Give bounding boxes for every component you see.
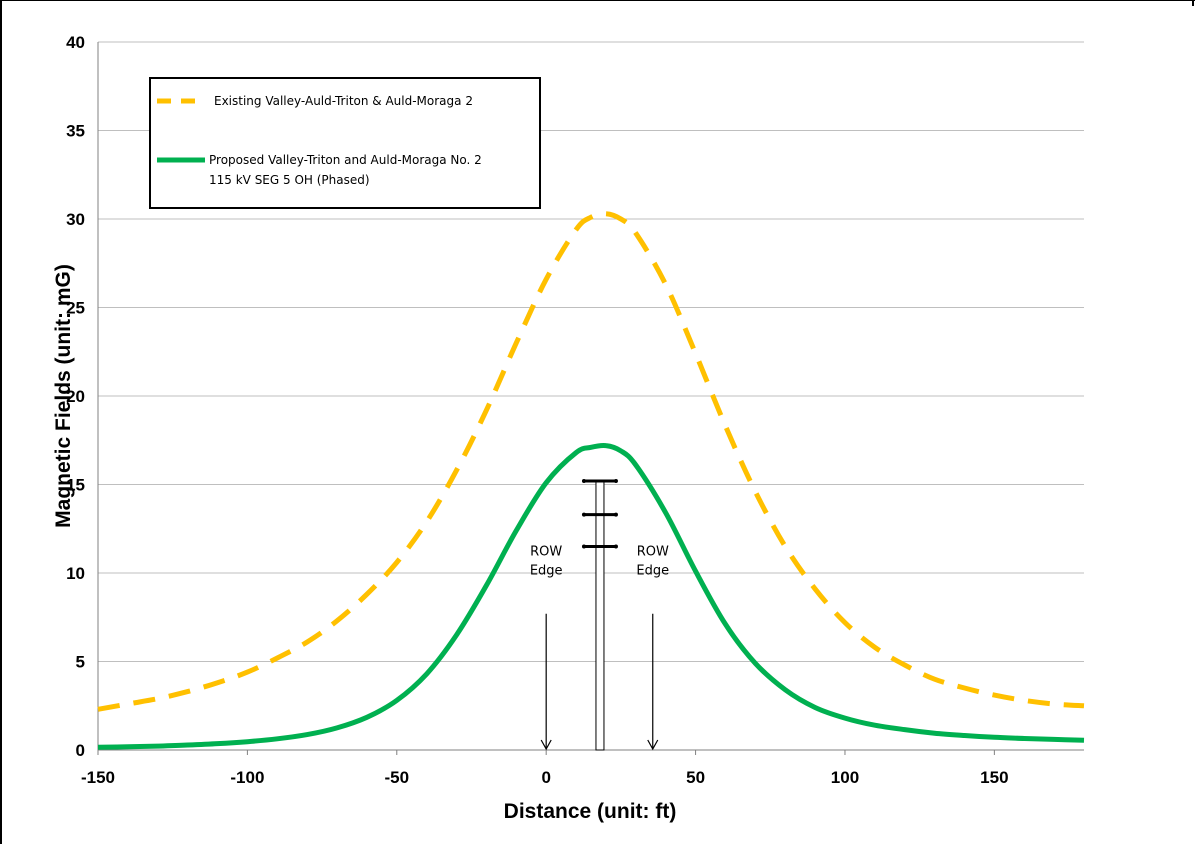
gridlines [98, 41, 1084, 662]
y-tick-label: 5 [76, 653, 85, 672]
legend-label-existing: Existing Valley-Auld-Triton & Auld-Morag… [214, 94, 473, 108]
axes: 0 5 10 15 20 25 30 35 40 -150 -100 -50 0 50 100 150 [66, 33, 1084, 787]
y-tick-label: 15 [66, 476, 85, 495]
tower-insulator [613, 512, 618, 517]
row-edge-arrow-head [540, 739, 552, 751]
row-edge-label: ROW [530, 544, 562, 559]
x-tick-label: 50 [686, 768, 705, 787]
x-tick-label: -50 [384, 768, 409, 787]
legend-label-proposed-line1: Proposed Valley-Triton and Auld-Moraga N… [209, 153, 482, 167]
x-tick-label: 100 [831, 768, 859, 787]
x-axis-title: Distance (unit: ft) [504, 800, 677, 823]
frame-corner-mark [1192, 0, 1194, 6]
series-line-proposed [97, 442, 1085, 750]
y-tick-label: 30 [66, 210, 85, 229]
tower-insulator [613, 478, 618, 483]
y-axis-title: Magnetic Fields (unit: mG) [52, 264, 75, 528]
y-tick-label: 0 [76, 741, 85, 760]
series-layer [97, 211, 1085, 750]
y-tick-label: 20 [66, 387, 85, 406]
x-tick-label: -100 [230, 768, 264, 787]
x-tick-label: -150 [81, 768, 115, 787]
tower-insulator [581, 544, 586, 549]
row-edge-arrow-head [647, 739, 659, 751]
row-edge-label: Edge [530, 563, 563, 578]
y-tick-label: 35 [66, 122, 85, 141]
series-line-existing [97, 211, 1085, 712]
tower-glyph [581, 478, 618, 751]
tower-insulator [581, 512, 586, 517]
row-edge-label: ROW [637, 544, 669, 559]
legend: Existing Valley-Auld-Triton & Auld-Morag… [149, 77, 541, 209]
y-tick-label: 10 [66, 564, 85, 583]
tower-pole [595, 480, 605, 751]
x-tick-label: 150 [980, 768, 1008, 787]
row-edge-annotations: ROW Edge ROW Edge [530, 544, 669, 751]
tower-insulator [613, 544, 618, 549]
row-edge-label: Edge [636, 563, 669, 578]
legend-box [149, 77, 541, 209]
y-tick-label: 40 [66, 33, 85, 52]
x-tick-label: 0 [541, 768, 550, 787]
y-tick-label: 25 [66, 299, 85, 318]
legend-label-proposed-line2: 115 kV SEG 5 OH (Phased) [209, 173, 370, 187]
tower-insulator [581, 478, 586, 483]
